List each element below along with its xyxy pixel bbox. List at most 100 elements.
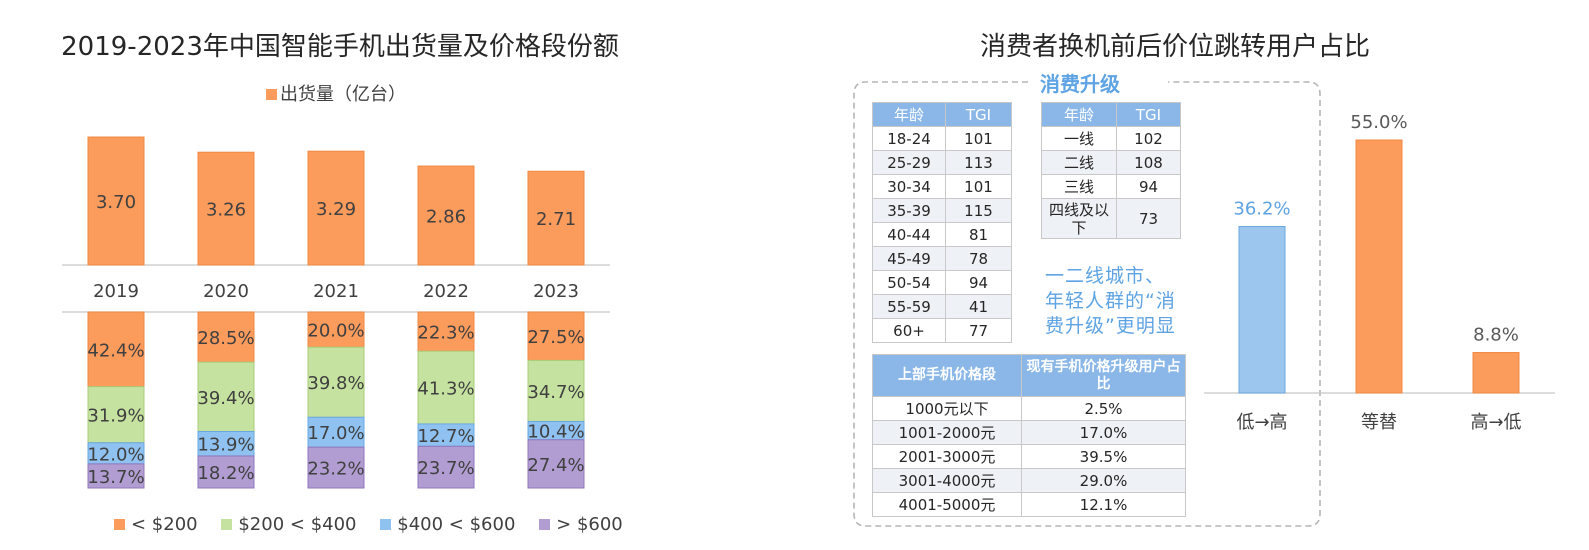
price-share-label: 18.2% — [197, 463, 254, 484]
table-cell: 2.5% — [1021, 396, 1186, 421]
price-share-label: 20.0% — [307, 321, 364, 342]
price-share-label: 23.2% — [307, 459, 364, 480]
price-share-label: 31.9% — [87, 406, 144, 427]
table-cell: 41 — [945, 294, 1012, 319]
upgrade-note-line: 一二线城市、 — [1045, 265, 1166, 287]
legend-label-400-600: $400 < $600 — [397, 514, 516, 535]
table-cell: 101 — [945, 174, 1012, 199]
city-table-header-tgi: TGI — [1116, 102, 1181, 127]
table-cell: 77 — [945, 318, 1012, 343]
age-table-header-age: 年龄 — [872, 102, 946, 127]
price-share-segment — [197, 361, 255, 433]
left-chart-title: 2019-2023年中国智能手机出货量及价格段份额 — [61, 32, 619, 62]
price-share-segment — [417, 311, 475, 352]
bottom-legend: < $200 $200 < $400 $400 < $600 > $600 — [114, 514, 623, 535]
legend-label-200-400: $200 < $400 — [238, 514, 357, 535]
price-share-label: 39.4% — [197, 388, 254, 409]
price-share-segment — [527, 359, 585, 422]
shipment-bar — [527, 170, 585, 266]
legend-label-over-600: > $600 — [556, 514, 623, 535]
shipment-bar — [417, 165, 475, 266]
price-share-segment — [527, 311, 585, 361]
price-share-segment — [87, 386, 145, 444]
age-tgi-table: 年龄 TGI 18-24 101 25-29 113 30-34 101 35-39 1… — [872, 102, 1012, 343]
price-share-label: 39.8% — [307, 373, 364, 394]
table-cell: 1001-2000元 — [872, 420, 1022, 445]
table-cell: 17.0% — [1021, 420, 1186, 445]
switch-value-label: 55.0% — [1350, 112, 1407, 133]
city-tgi-table: 年龄 TGI 一线 102 二线 108 三线 94 四线及以下 73 — [1041, 102, 1181, 239]
year-tick-label: 2021 — [313, 281, 359, 302]
switch-category-label: 低→高 — [1236, 412, 1287, 433]
year-tick-label: 2020 — [203, 281, 249, 302]
legend-swatch-shipment — [266, 89, 277, 100]
upgrade-note-line: 年轻人群的“消 — [1045, 290, 1176, 312]
shipment-bar — [307, 150, 365, 266]
shipment-value-label: 3.26 — [206, 200, 246, 221]
shipment-and-price-share-chart: 3.70 3.26 3.29 2.86 2.71 2019 2020 2021 2022 202… — [62, 136, 610, 489]
legend-swatch-over-600 — [539, 519, 551, 530]
price-share-label: 12.0% — [87, 444, 144, 465]
switch-category-label: 高→低 — [1470, 412, 1521, 433]
table-cell: 39.5% — [1021, 444, 1186, 469]
legend-label-under-200: < $200 — [131, 514, 198, 535]
switch-value-label: 8.8% — [1473, 325, 1519, 346]
price-share-segment — [417, 350, 475, 425]
city-table-header-age: 年龄 — [1041, 102, 1117, 127]
price-share-label: 10.4% — [527, 422, 584, 443]
table-cell: 50-54 — [872, 270, 946, 295]
switch-direction-bar — [1238, 225, 1286, 394]
price-share-label: 42.4% — [87, 340, 144, 361]
price-share-label: 13.7% — [87, 467, 144, 488]
switch-direction-bar — [1355, 139, 1403, 394]
table-cell: 94 — [1116, 174, 1181, 199]
upgrade-label: 消费升级 — [1040, 72, 1120, 96]
price-share-segment — [307, 446, 365, 489]
legend-swatch-200-400 — [221, 519, 233, 530]
price-share-label: 13.9% — [197, 435, 254, 456]
table-cell: 35-39 — [872, 198, 946, 223]
switch-direction-bar — [1472, 352, 1520, 394]
year-tick-label: 2022 — [423, 281, 469, 302]
price-upgrade-table: 上部手机价格段 现有手机价格升级用户占比 1000元以下 2.5% 1001-20… — [872, 354, 1186, 517]
price-share-label: 17.0% — [307, 423, 364, 444]
table-cell: 73 — [1116, 198, 1181, 239]
upgrade-note: 一二线城市、 年轻人群的“消 费升级”更明显 — [1045, 264, 1176, 339]
shipment-value-label: 2.71 — [536, 209, 576, 230]
price-share-label: 22.3% — [417, 323, 474, 344]
table-cell: 30-34 — [872, 174, 946, 199]
table-cell: 1000元以下 — [872, 396, 1022, 421]
table-cell: 113 — [945, 150, 1012, 175]
table-cell: 4001-5000元 — [872, 492, 1022, 517]
table-cell: 12.1% — [1021, 492, 1186, 517]
right-chart-title: 消费者换机前后价位跳转用户占比 — [979, 32, 1370, 62]
price-share-label: 41.3% — [417, 379, 474, 400]
price-share-label: 27.4% — [527, 455, 584, 476]
shipment-value-label: 2.86 — [426, 207, 466, 228]
price-share-segment — [197, 311, 255, 363]
shipment-value-label: 3.70 — [96, 192, 136, 213]
price-share-segment — [417, 445, 475, 489]
shipment-bar — [197, 151, 255, 266]
legend-label-shipment: 出货量（亿台） — [280, 84, 406, 105]
year-tick-label: 2019 — [93, 281, 139, 302]
table-cell: 25-29 — [872, 150, 946, 175]
table-cell: 3001-4000元 — [872, 468, 1022, 493]
price-table-header-share: 现有手机价格升级用户占比 — [1021, 354, 1186, 397]
table-cell: 60+ — [872, 318, 946, 343]
table-cell: 94 — [945, 270, 1012, 295]
shipment-value-label: 3.29 — [316, 199, 356, 220]
table-cell: 55-59 — [872, 294, 946, 319]
shipment-bar — [87, 136, 145, 266]
price-share-label: 12.7% — [417, 426, 474, 447]
switch-value-label: 36.2% — [1233, 198, 1290, 219]
price-share-segment — [87, 463, 145, 489]
price-share-label: 34.7% — [527, 382, 584, 403]
upgrade-note-line: 费升级”更明显 — [1045, 315, 1176, 337]
price-share-label: 28.5% — [197, 328, 254, 349]
table-cell: 101 — [945, 126, 1012, 151]
price-share-label: 23.7% — [417, 458, 474, 479]
price-share-segment — [197, 455, 255, 489]
table-cell: 一线 — [1041, 126, 1117, 151]
